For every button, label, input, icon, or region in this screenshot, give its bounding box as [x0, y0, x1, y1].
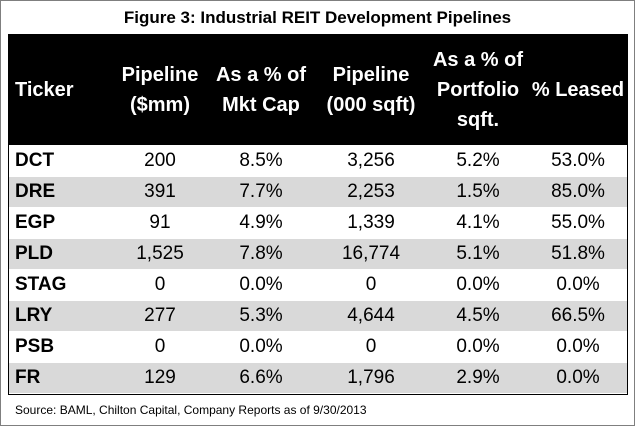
cell-pipeline-mm: 91	[113, 206, 207, 238]
column-header-line: sqft.	[456, 108, 500, 131]
figure-title: Figure 3: Industrial REIT Development Pi…	[123, 8, 512, 27]
cell-pipeline-sqft: 1,339	[315, 206, 427, 238]
cell-pipeline-sqft: 2,253	[315, 175, 427, 207]
cell-pct-portfolio-sqft: 5.1%	[427, 237, 529, 269]
column-header-line: Mkt Cap	[222, 93, 300, 116]
cell-pct-mkt-cap: 6.6%	[207, 361, 315, 393]
table-header: Ticker Pipeline ($mm) As a % of Mkt Cap Pipel…	[9, 35, 627, 145]
cell-pct-portfolio-sqft: 4.5%	[427, 299, 529, 331]
cell-pipeline-sqft: 0	[315, 330, 427, 362]
cell-pipeline-mm: 391	[113, 175, 207, 207]
table-row: FR 129 6.6% 1,796 2.9% 0.0%	[9, 361, 627, 393]
column-header-pipeline-sqft: Pipeline (000 sqft)	[315, 35, 427, 145]
cell-ticker: EGP	[9, 206, 113, 238]
cell-pipeline-sqft: 16,774	[315, 237, 427, 269]
cell-pipeline-sqft: 0	[315, 268, 427, 300]
cell-pct-leased: 66.5%	[529, 299, 627, 331]
column-header-line: As a % of	[215, 63, 307, 86]
cell-pct-mkt-cap: 7.8%	[207, 237, 315, 269]
cell-pct-leased: 51.8%	[529, 237, 627, 269]
cell-pct-mkt-cap: 5.3%	[207, 299, 315, 331]
cell-pct-portfolio-sqft: 5.2%	[427, 144, 529, 176]
table-row: LRY 277 5.3% 4,644 4.5% 66.5%	[9, 299, 627, 331]
table-row: PLD 1,525 7.8% 16,774 5.1% 51.8%	[9, 237, 627, 269]
cell-pipeline-sqft: 4,644	[315, 299, 427, 331]
cell-pipeline-mm: 277	[113, 299, 207, 331]
cell-pct-portfolio-sqft: 4.1%	[427, 206, 529, 238]
cell-pct-mkt-cap: 0.0%	[207, 268, 315, 300]
cell-pipeline-mm: 1,525	[113, 237, 207, 269]
column-header-pct-mkt-cap: As a % of Mkt Cap	[207, 35, 315, 145]
cell-pipeline-sqft: 1,796	[315, 361, 427, 393]
column-header-pct-leased: % Leased	[529, 35, 627, 145]
cell-pct-mkt-cap: 0.0%	[207, 330, 315, 362]
column-header-line: % Leased	[531, 78, 625, 101]
cell-pipeline-mm: 129	[113, 361, 207, 393]
cell-pipeline-mm: 0	[113, 330, 207, 362]
column-header-line: Ticker	[15, 78, 74, 101]
column-header-line: Pipeline	[332, 63, 410, 86]
table-row: DRE 391 7.7% 2,253 1.5% 85.0%	[9, 175, 627, 207]
cell-ticker: DRE	[9, 175, 113, 207]
column-header-pct-portfolio-sqft: As a % of Portfolio sqft.	[427, 35, 529, 145]
column-header-line: (000 sqft)	[326, 93, 416, 116]
cell-ticker: STAG	[9, 268, 113, 300]
cell-pct-leased: 53.0%	[529, 144, 627, 176]
cell-pct-mkt-cap: 4.9%	[207, 206, 315, 238]
cell-ticker: DCT	[9, 144, 113, 176]
cell-pct-portfolio-sqft: 0.0%	[427, 268, 529, 300]
cell-pct-leased: 55.0%	[529, 206, 627, 238]
cell-pct-leased: 85.0%	[529, 175, 627, 207]
cell-pct-leased: 0.0%	[529, 361, 627, 393]
column-header-pipeline-mm: Pipeline ($mm)	[113, 35, 207, 145]
cell-pipeline-mm: 0	[113, 268, 207, 300]
cell-ticker: PSB	[9, 330, 113, 362]
cell-pct-leased: 0.0%	[529, 268, 627, 300]
pipeline-table-container: Ticker Pipeline ($mm) As a % of Mkt Cap Pipel…	[8, 34, 628, 395]
table-row: EGP 91 4.9% 1,339 4.1% 55.0%	[9, 206, 627, 238]
table-row: PSB 0 0.0% 0 0.0% 0.0%	[9, 330, 627, 362]
table-row: STAG 0 0.0% 0 0.0% 0.0%	[9, 268, 627, 300]
pipeline-table: Ticker Pipeline ($mm) As a % of Mkt Cap Pipel…	[9, 35, 627, 393]
cell-pct-mkt-cap: 7.7%	[207, 175, 315, 207]
cell-pipeline-sqft: 3,256	[315, 144, 427, 176]
cell-pipeline-mm: 200	[113, 144, 207, 176]
table-row: DCT 200 8.5% 3,256 5.2% 53.0%	[9, 144, 627, 176]
cell-ticker: LRY	[9, 299, 113, 331]
cell-pct-portfolio-sqft: 1.5%	[427, 175, 529, 207]
column-header-ticker: Ticker	[9, 35, 113, 145]
cell-pct-portfolio-sqft: 0.0%	[427, 330, 529, 362]
column-header-line: Pipeline	[121, 63, 199, 86]
cell-pct-portfolio-sqft: 2.9%	[427, 361, 529, 393]
cell-ticker: FR	[9, 361, 113, 393]
column-header-line: As a % of	[432, 48, 524, 71]
cell-pct-leased: 0.0%	[529, 330, 627, 362]
cell-ticker: PLD	[9, 237, 113, 269]
header-row: Ticker Pipeline ($mm) As a % of Mkt Cap Pipel…	[9, 35, 627, 145]
cell-pct-mkt-cap: 8.5%	[207, 144, 315, 176]
column-header-line: Portfolio	[436, 78, 520, 101]
source-note: Source: BAML, Chilton Capital, Company R…	[15, 403, 367, 417]
table-body: DCT 200 8.5% 3,256 5.2% 53.0% DRE 391 7.7% 2,253 1…	[9, 144, 627, 393]
column-header-line: ($mm)	[129, 93, 190, 116]
